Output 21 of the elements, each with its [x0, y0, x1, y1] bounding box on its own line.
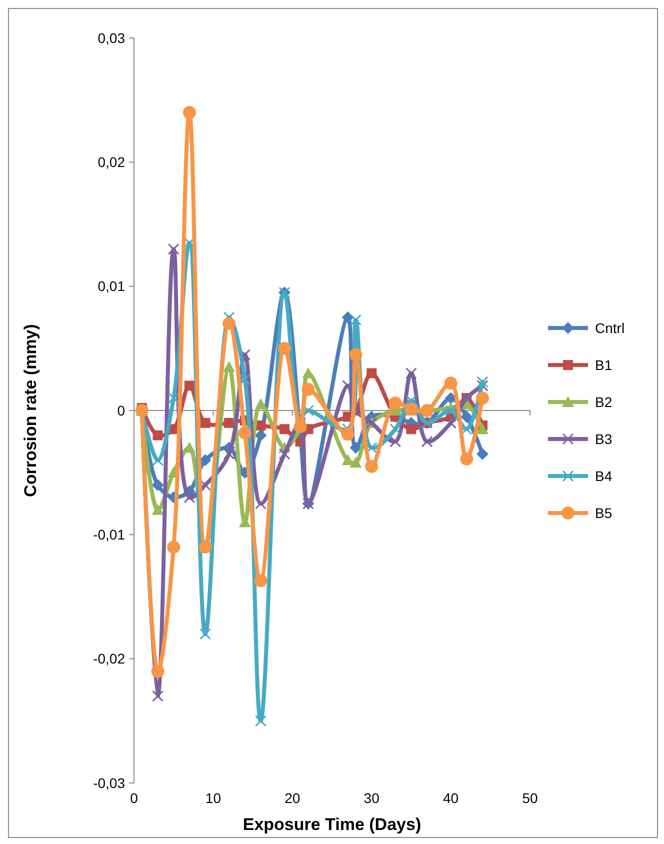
y-tick-label: -0,01	[93, 526, 126, 543]
x-tick-label: 50	[522, 790, 538, 806]
x-axis-title: Exposure Time (Days)	[242, 815, 422, 834]
y-tick-label: 0,01	[98, 278, 126, 294]
x-tick-label: 0	[130, 790, 138, 806]
y-tick-label: -0,03	[93, 774, 126, 791]
legend-label: B2	[595, 394, 612, 410]
legend-label: Cntrl	[595, 320, 625, 336]
x-tick-label: 30	[364, 790, 380, 806]
legend-label: B4	[595, 468, 612, 484]
y-tick-label: 0,02	[98, 154, 126, 170]
legend-label: B5	[595, 504, 612, 521]
x-tick-label: 20	[284, 790, 300, 806]
y-tick-label: -0,02	[93, 650, 126, 667]
legend-label: B1	[595, 356, 612, 373]
y-tick-label: 0	[117, 402, 126, 418]
y-tick-label: 0,03	[98, 30, 126, 46]
legend-label: B3	[595, 430, 612, 447]
y-axis-title: Corrosion rate (mmy)	[21, 324, 40, 497]
x-tick-label: 40	[443, 790, 459, 806]
x-tick-label: 10	[205, 790, 222, 806]
